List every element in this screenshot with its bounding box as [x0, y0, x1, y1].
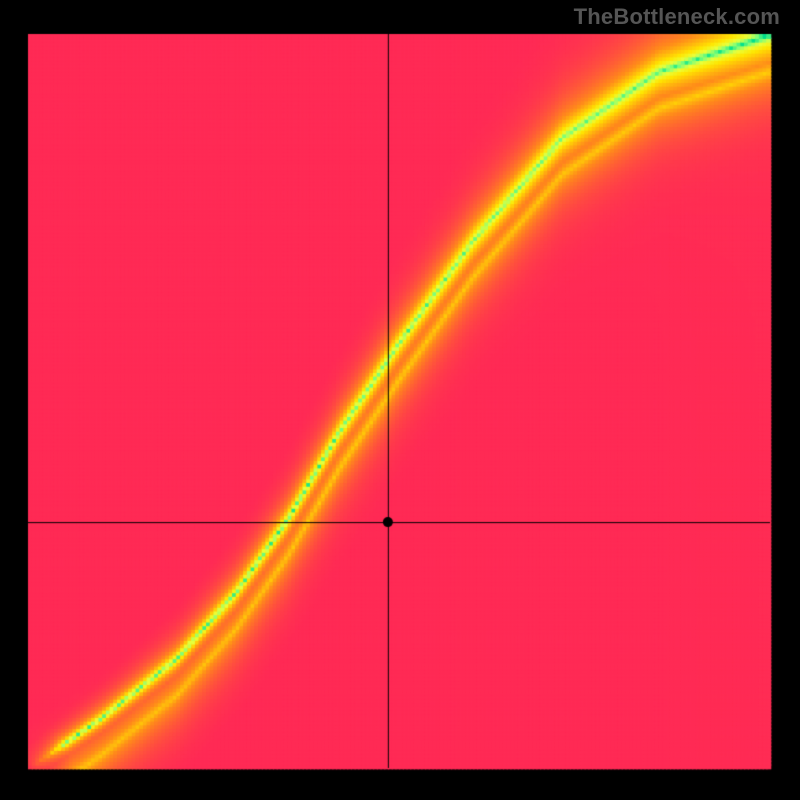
bottleneck-heatmap-canvas — [0, 0, 800, 800]
watermark-text: TheBottleneck.com — [574, 4, 780, 30]
